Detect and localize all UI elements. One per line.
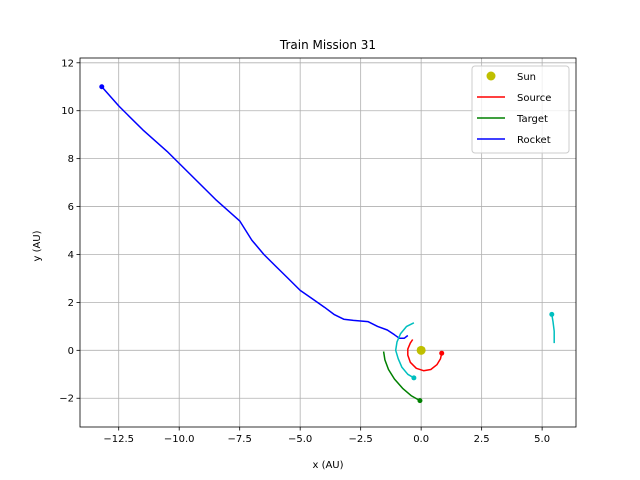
axes-frame bbox=[79, 57, 577, 428]
legend-sun-marker bbox=[486, 71, 496, 81]
legend-sun-label: Sun bbox=[517, 72, 536, 83]
target-marker bbox=[417, 398, 423, 404]
legend-source-label: Source bbox=[517, 93, 551, 104]
plot-area: −12.5 −10.0 −7.5 −5.0 −2.5 0.0 2.5 5.0 −2 0 2 4 6 8 1… bbox=[59, 57, 577, 445]
trajectory-path bbox=[551, 314, 555, 344]
legend: Sun Source Target Rocket bbox=[471, 65, 570, 154]
y-tick-label: 10 bbox=[61, 106, 74, 117]
legend-rocket-label: Rocket bbox=[517, 135, 551, 146]
source-path bbox=[407, 339, 443, 372]
y-tick-label: 12 bbox=[61, 58, 74, 69]
legend-box bbox=[471, 65, 570, 154]
x-tick-label: −7.5 bbox=[228, 434, 252, 445]
x-tick-label: −2.5 bbox=[349, 434, 373, 445]
rocket-marker bbox=[99, 84, 105, 90]
y-tick-label: 6 bbox=[68, 202, 74, 213]
trajectory-marker bbox=[549, 311, 555, 317]
rocket-path bbox=[101, 86, 409, 340]
y-tick-label: 0 bbox=[68, 346, 74, 357]
x-tick-label: 0.0 bbox=[413, 434, 429, 445]
source-marker bbox=[439, 350, 445, 356]
y-tick-label: −2 bbox=[59, 394, 74, 405]
x-tick-label: 2.5 bbox=[474, 434, 490, 445]
x-tick-label: −10.0 bbox=[164, 434, 195, 445]
y-tick-label: 2 bbox=[68, 298, 74, 309]
x-tick-label: −5.0 bbox=[288, 434, 312, 445]
chart-title: Train Mission 31 bbox=[279, 38, 376, 52]
legend-target-label: Target bbox=[516, 114, 548, 125]
series-layer bbox=[99, 84, 555, 404]
y-tick-label: 8 bbox=[68, 154, 74, 165]
sun-marker bbox=[416, 345, 426, 355]
trajectory-path bbox=[394, 322, 415, 379]
x-tick-label: 5.0 bbox=[534, 434, 550, 445]
target-path bbox=[382, 351, 421, 402]
trajectory-marker bbox=[411, 375, 417, 381]
x-tick-label: −12.5 bbox=[103, 434, 134, 445]
x-axis-ticks: −12.5 −10.0 −7.5 −5.0 −2.5 0.0 2.5 5.0 bbox=[103, 427, 550, 445]
y-axis-label: y (AU) bbox=[32, 230, 43, 261]
y-tick-label: 4 bbox=[68, 250, 74, 261]
y-axis-ticks: −2 0 2 4 6 8 10 12 bbox=[59, 58, 80, 405]
x-axis-label: x (AU) bbox=[312, 460, 343, 471]
